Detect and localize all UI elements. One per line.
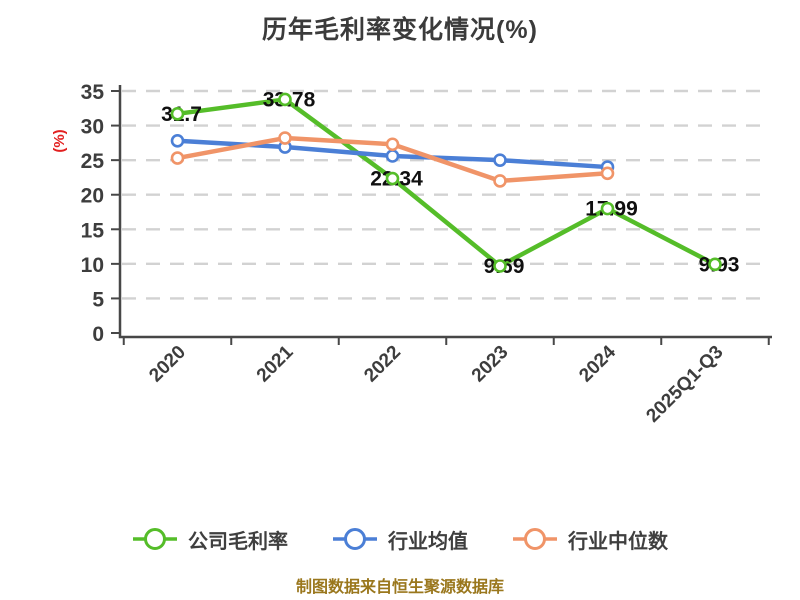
legend-item-1[interactable]: 行业均值 (332, 525, 468, 554)
y-tick-label: 10 (81, 254, 104, 277)
legend-marker-icon (333, 528, 377, 550)
legend-item-2[interactable]: 行业中位数 (512, 525, 668, 554)
x-tick-label: 2025Q1-Q3 (642, 342, 727, 427)
data-point (278, 92, 292, 107)
legend-item-0[interactable]: 公司毛利率 (132, 525, 288, 554)
chart-legend: 公司毛利率 行业均值 行业中位数 (0, 522, 800, 556)
series-0: 31.733.7822.349.6917.999.93 (161, 88, 739, 278)
legend-label: 行业中位数 (568, 530, 668, 553)
data-point (600, 166, 615, 181)
x-tick-label: 2021 (253, 341, 298, 386)
x-axis-ticks (122, 338, 770, 345)
data-point (600, 201, 615, 216)
data-point (385, 149, 400, 163)
y-axis-title: (%) (51, 129, 68, 152)
x-axis-labels: 2020 2021 2022 2023 2024 2025Q1-Q3 (145, 341, 727, 426)
x-tick-label: 2022 (360, 342, 405, 387)
chart-title: 历年毛利率变化情况(%) (262, 16, 538, 44)
y-tick-label: 35 (81, 81, 105, 104)
y-tick-label: 0 (92, 323, 104, 346)
line-chart-plot: 0 5 10 15 20 25 30 35 2020 2021 2022 2023 2024 2025Q1… (51, 81, 772, 427)
legend-marker-icon (133, 528, 177, 550)
data-point (493, 153, 507, 167)
y-tick-label: 25 (81, 150, 105, 173)
series-2 (170, 131, 615, 188)
data-point (385, 137, 400, 152)
axes (118, 85, 772, 339)
y-axis-ticks: 0 5 10 15 20 25 30 35 (81, 81, 119, 346)
data-point (278, 131, 292, 145)
y-tick-label: 30 (81, 116, 104, 139)
legend-label: 行业均值 (388, 530, 468, 553)
legend-label: 公司毛利率 (188, 530, 288, 553)
data-point (493, 174, 507, 188)
data-point (493, 259, 507, 273)
data-point (385, 171, 400, 186)
x-tick-label: 2024 (575, 341, 620, 386)
data-point (708, 257, 722, 272)
data-point (170, 107, 185, 121)
y-tick-label: 5 (92, 288, 104, 311)
data-point (170, 133, 185, 148)
gridlines (122, 89, 768, 300)
data-source-caption: 制图数据来自恒生聚源数据库 (295, 579, 504, 596)
y-tick-label: 15 (81, 219, 105, 242)
y-tick-label: 20 (81, 185, 104, 208)
legend-marker-icon (513, 528, 557, 550)
data-point (170, 151, 185, 165)
x-tick-label: 2020 (145, 342, 190, 387)
x-tick-label: 2023 (468, 342, 513, 387)
